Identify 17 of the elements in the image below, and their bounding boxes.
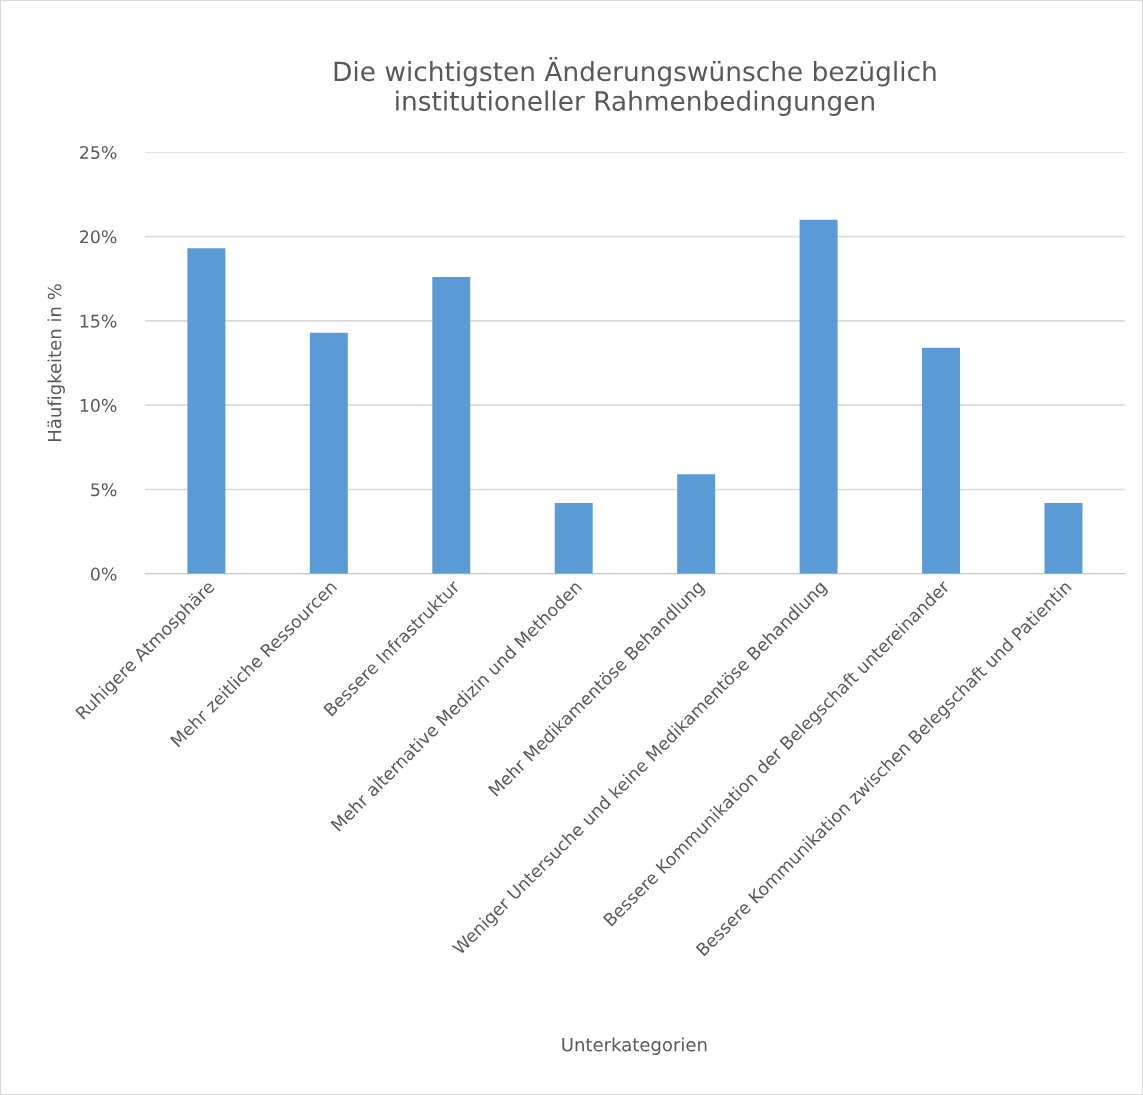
bar [554,502,593,574]
y-tick-label: 15% [80,314,117,328]
y-tick-label: 0% [90,567,117,581]
bar [922,347,961,574]
bar [309,332,348,574]
y-tick-label: 20% [80,230,117,244]
x-axis-title: Unterkategorien [562,1037,707,1055]
y-tick-label: 25% [80,145,117,160]
bar [1044,502,1083,574]
bar [799,219,838,574]
y-tick-label: 5% [91,483,117,497]
bar [187,248,226,574]
y-axis-title: Häufigkeiten in % [47,284,65,442]
chart-title: Die wichtigsten Änderungswünsche bezüglich institutioneller Rahmenbedingungen [334,56,936,117]
bar [677,474,716,574]
bar [432,276,471,574]
y-tick-label: 10% [80,398,117,412]
